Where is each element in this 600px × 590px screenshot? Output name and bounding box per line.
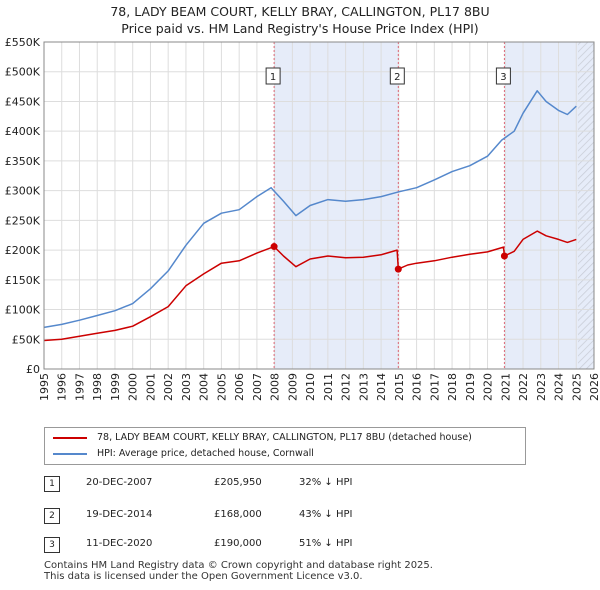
sale-annotation-label-2: 2	[394, 72, 400, 83]
sale-annotation-box-2	[389, 67, 405, 85]
series-line-price-paid	[43, 230, 577, 342]
x-tick-label: 2019	[464, 373, 477, 401]
sale-date: 11-DEC-2020	[86, 538, 153, 549]
sale-hpi-diff: 32% ↓ HPI	[299, 477, 353, 488]
x-tick-label: 2017	[428, 373, 441, 401]
sale-annotation-box-1	[265, 67, 281, 85]
y-tick-label: £150K	[5, 274, 41, 287]
x-tick-label: 2015	[393, 373, 406, 401]
legend-swatch-hpi	[53, 453, 87, 455]
legend-label-hpi: HPI: Average price, detached house, Corn…	[97, 448, 314, 459]
sale-price: £190,000	[214, 538, 262, 549]
y-tick-label: £250K	[5, 214, 41, 227]
y-tick-label: £500K	[5, 66, 41, 79]
sale-point-2	[394, 265, 402, 273]
y-tick-label: £450K	[5, 95, 41, 108]
x-tick-label: 2012	[340, 373, 353, 401]
x-tick-label: 2025	[570, 373, 583, 401]
y-tick-label: £0	[26, 363, 40, 376]
x-tick-label: 2011	[322, 373, 335, 401]
x-tick-label: 2001	[144, 373, 157, 401]
sale-hpi-diff: 43% ↓ HPI	[299, 509, 353, 520]
sale-annotation-label-3: 3	[500, 72, 506, 83]
footer-copyright: Contains HM Land Registry data © Crown c…	[44, 560, 433, 571]
x-tick-label: 2020	[482, 373, 495, 401]
sale-point-3	[500, 252, 508, 260]
x-tick-label: 2009	[286, 373, 299, 401]
sale-annotation-box-3	[495, 67, 511, 85]
x-tick-label: 2010	[304, 373, 317, 401]
x-tick-label: 2014	[375, 373, 388, 401]
x-tick-label: 1997	[73, 373, 86, 401]
x-tick-label: 1999	[109, 373, 122, 401]
x-tick-label: 2003	[180, 373, 193, 401]
chart-title-line2: Price paid vs. HM Land Registry's House …	[121, 21, 479, 36]
chart-title-line1: 78, LADY BEAM COURT, KELLY BRAY, CALLING…	[110, 4, 490, 19]
sale-marker-number: 3	[44, 537, 60, 553]
x-tick-label: 2016	[411, 373, 424, 401]
footer-attribution: Contains HM Land Registry data © Crown c…	[44, 560, 433, 582]
x-tick-label: 2007	[251, 373, 264, 401]
sale-annotation-label-1: 1	[270, 72, 276, 83]
sale-price: £168,000	[214, 509, 262, 520]
price-chart: £0 £50K £100K £150K £200K £250K £300K £350K £400…	[5, 36, 600, 401]
chart-legend: 78, LADY BEAM COURT, KELLY BRAY, CALLING…	[44, 427, 526, 465]
sale-hpi-diff: 51% ↓ HPI	[299, 538, 353, 549]
y-tick-label: £350K	[5, 155, 41, 168]
x-tick-label: 2008	[269, 373, 282, 401]
shaded-period-1	[274, 42, 399, 369]
forecast-hatch	[578, 42, 594, 369]
x-tick-label: 2018	[446, 373, 459, 401]
plot-border	[43, 41, 595, 370]
sale-date: 20-DEC-2007	[86, 477, 153, 488]
x-tick-label: 2013	[357, 373, 370, 401]
x-tick-label: 2004	[198, 373, 211, 401]
sale-marker-number: 1	[44, 476, 60, 492]
sale-price: £205,950	[214, 477, 262, 488]
x-tick-label: 2026	[588, 373, 600, 401]
x-tick-label: 2024	[553, 373, 566, 401]
y-tick-label: £550K	[5, 36, 41, 49]
sale-date: 19-DEC-2014	[86, 509, 153, 520]
sale-marker-number: 2	[44, 508, 60, 524]
series-line-hpi	[43, 90, 577, 329]
x-tick-label: 1995	[38, 373, 51, 401]
x-tick-label: 2021	[499, 373, 512, 401]
sale-point-1	[270, 243, 278, 251]
x-tick-label: 2002	[162, 373, 175, 401]
x-tick-label: 2006	[233, 373, 246, 401]
x-tick-label: 1996	[56, 373, 69, 401]
y-tick-label: £200K	[5, 244, 41, 257]
x-tick-label: 2005	[215, 373, 228, 401]
y-tick-label: £400K	[5, 125, 41, 138]
y-tick-label: £100K	[5, 304, 41, 317]
x-tick-label: 2023	[535, 373, 548, 401]
x-tick-label: 2022	[517, 373, 530, 401]
x-tick-label: 2000	[127, 373, 140, 401]
legend-label-price-paid: 78, LADY BEAM COURT, KELLY BRAY, CALLING…	[97, 432, 472, 443]
footer-licence: This data is licensed under the Open Gov…	[44, 571, 363, 582]
legend-swatch-price-paid	[53, 437, 87, 439]
y-tick-label: £50K	[12, 333, 41, 346]
x-tick-label: 1998	[91, 373, 104, 401]
y-tick-label: £300K	[5, 185, 41, 198]
